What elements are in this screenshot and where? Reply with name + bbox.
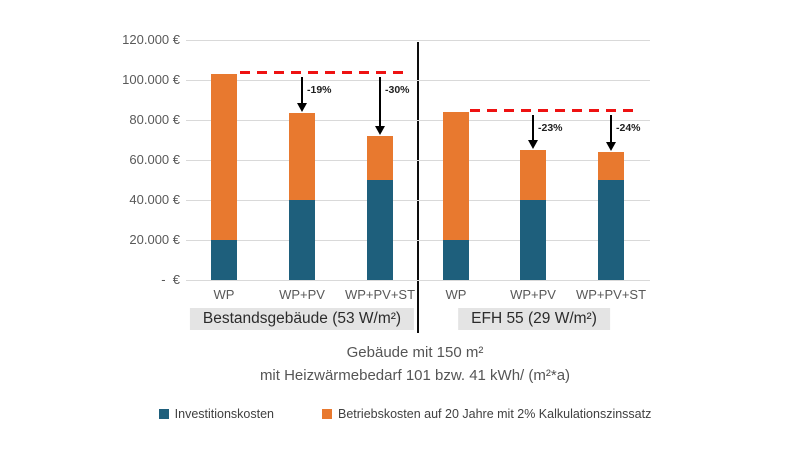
y-gridline <box>186 240 650 241</box>
y-axis-tick-label: 80.000 € <box>129 112 180 127</box>
bar-segment-investitionskosten <box>520 200 546 280</box>
savings-percent-label: -23% <box>538 122 563 134</box>
legend-item-betriebskosten: Betriebskosten auf 20 Jahre mit 2% Kalku… <box>322 407 651 421</box>
reference-dashed-line <box>470 109 634 112</box>
bar-segment-betriebskosten <box>289 113 315 200</box>
subtitle-line-1: Gebäude mit 150 m² <box>346 344 484 361</box>
bar-segment-betriebskosten <box>520 150 546 200</box>
savings-arrow <box>532 115 534 140</box>
y-axis-tick-label: 100.000 € <box>122 72 180 87</box>
x-axis-category-label: WP <box>213 287 235 302</box>
x-axis-category-label: WP+PV+ST <box>344 287 416 302</box>
legend-label-betriebskosten: Betriebskosten auf 20 Jahre mit 2% Kalku… <box>338 407 652 421</box>
savings-arrow <box>610 115 612 142</box>
chart-legend: Investitionskosten Betriebskosten auf 20… <box>0 407 800 421</box>
y-axis-tick-label: 40.000 € <box>129 192 180 207</box>
x-axis-category-label: WP+PV+ST <box>575 287 647 302</box>
savings-arrow <box>301 77 303 103</box>
subtitle-line-2: mit Heizwärmebedarf 101 bzw. 41 kWh/ (m²… <box>259 367 571 384</box>
x-axis-category-label: WP <box>445 287 467 302</box>
y-gridline <box>186 40 650 41</box>
savings-percent-label: -19% <box>307 84 332 96</box>
investitionskosten-swatch-icon <box>158 409 169 419</box>
savings-arrow <box>379 77 381 126</box>
reference-dashed-line <box>240 71 404 74</box>
group-divider-line <box>417 42 419 333</box>
bar-segment-investitionskosten <box>443 240 469 280</box>
savings-arrow-head <box>528 140 538 149</box>
legend-label-investitionskosten: Investitionskosten <box>174 407 274 421</box>
betriebskosten-swatch-icon <box>322 409 332 419</box>
savings-arrow-head <box>375 126 385 135</box>
y-gridline <box>186 80 650 81</box>
bar-segment-betriebskosten <box>443 112 469 240</box>
y-gridline <box>186 200 650 201</box>
group-label-efh55: EFH 55 (29 W/m²) <box>458 308 610 330</box>
y-axis-tick-label: 120.000 € <box>122 32 180 47</box>
y-gridline <box>186 280 650 281</box>
bar-segment-betriebskosten <box>211 74 237 240</box>
x-axis-category-label: WP+PV <box>279 287 325 302</box>
y-axis-tick-label: - € <box>161 272 180 287</box>
y-gridline <box>186 160 650 161</box>
savings-arrow-head <box>606 142 616 151</box>
bar-segment-investitionskosten <box>598 180 624 280</box>
bar-segment-investitionskosten <box>367 180 393 280</box>
y-axis-tick-label: 20.000 € <box>129 232 180 247</box>
x-axis-category-label: WP+PV <box>510 287 556 302</box>
legend-item-investitionskosten: Investitionskosten <box>158 407 274 421</box>
savings-percent-label: -24% <box>616 122 641 134</box>
savings-percent-label: -30% <box>385 84 410 96</box>
chart-subtitle: Gebäude mit 150 m² mit Heizwärmebedarf 1… <box>0 341 800 387</box>
y-gridline <box>186 120 650 121</box>
y-axis-tick-label: 60.000 € <box>129 152 180 167</box>
bar-segment-investitionskosten <box>289 200 315 280</box>
group-label-bestandsgebaeude: Bestandsgebäude (53 W/m²) <box>189 308 415 330</box>
savings-arrow-head <box>297 103 307 112</box>
bar-segment-betriebskosten <box>598 152 624 180</box>
bar-segment-betriebskosten <box>367 136 393 180</box>
bar-segment-investitionskosten <box>211 240 237 280</box>
